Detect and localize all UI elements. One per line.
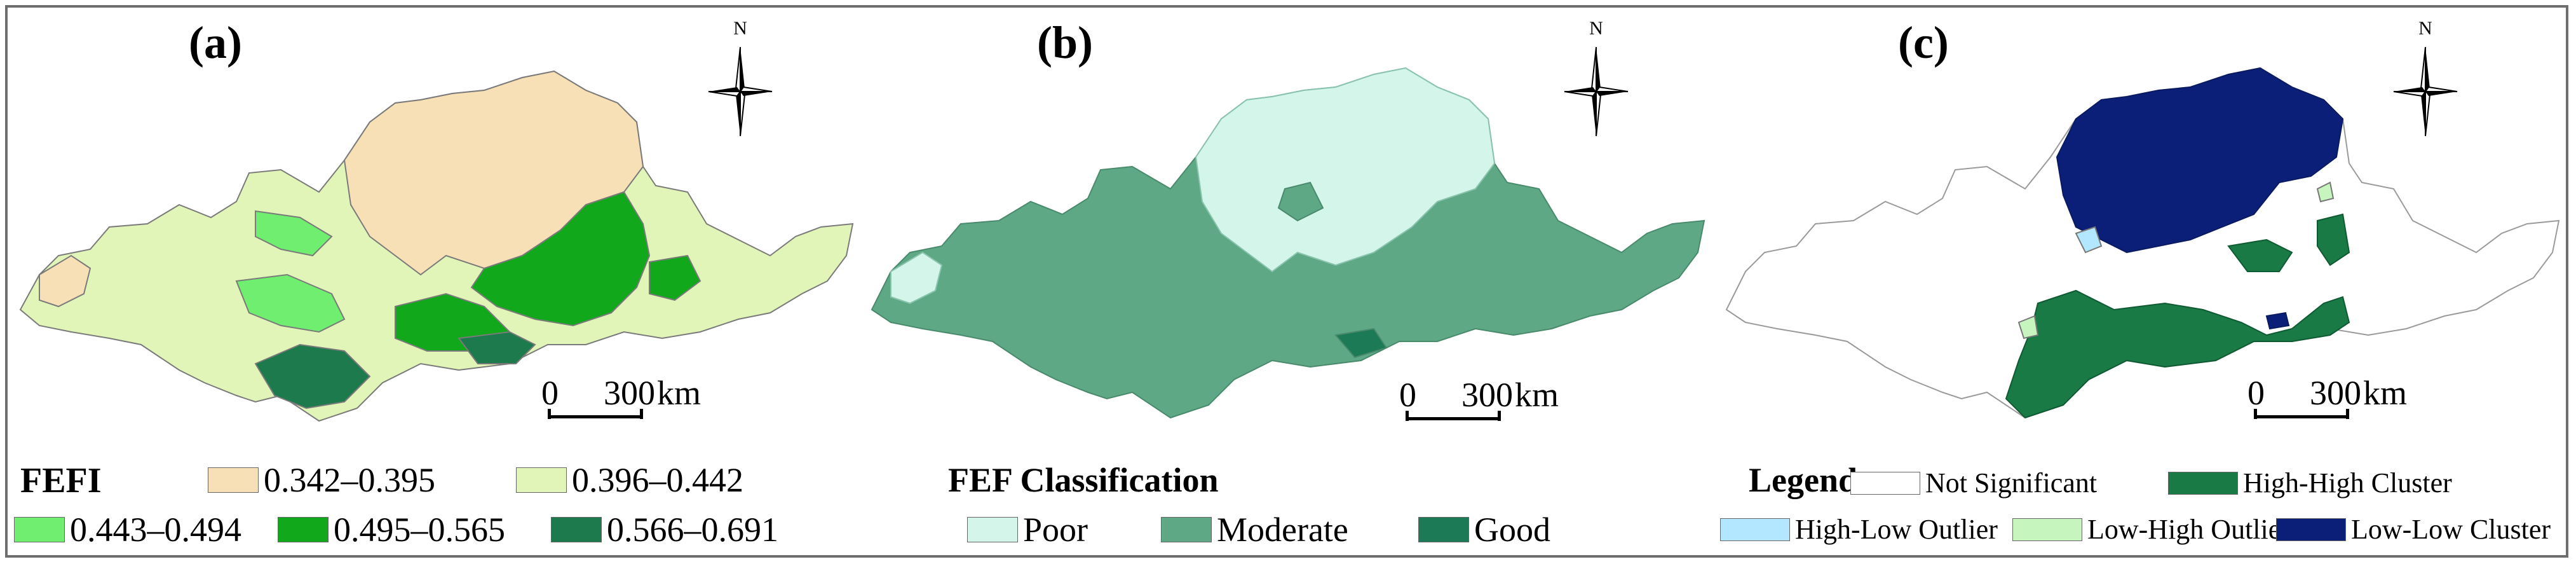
legend-swatch — [278, 517, 329, 542]
legend-item: Good — [1418, 510, 1550, 549]
scale-zero: 0 — [2247, 374, 2265, 412]
north-arrow-icon: N — [2390, 18, 2460, 142]
legend-item: Low-High Outlier — [2012, 513, 2290, 546]
panel-label-c: (c) — [1898, 17, 1949, 68]
legend-label: High-Low Outlier — [1795, 514, 1998, 545]
legend-swatch — [1720, 518, 1790, 541]
legend-label: High-High Cluster — [2243, 467, 2452, 499]
legend-swatch — [208, 467, 259, 493]
legend-item: Not Significant — [1850, 467, 2097, 499]
panel-c: (c) N 0 — [1717, 8, 2568, 555]
legend-title: Legend — [1749, 461, 1858, 499]
legend-swatch — [14, 517, 65, 542]
legend-item: Low-Low Cluster — [2276, 513, 2551, 546]
legend-item: High-High Cluster — [2168, 467, 2452, 499]
legend-swatch — [516, 467, 567, 493]
legend-swatch — [1418, 517, 1469, 542]
legend-item: Moderate — [1161, 510, 1348, 549]
legend-item: Poor — [967, 510, 1088, 549]
legend-label: Not Significant — [1925, 467, 2098, 499]
legend-label: 0.342–0.395 — [264, 461, 435, 499]
scale-unit: km — [1515, 376, 1559, 414]
north-arrow-icon: N — [1561, 18, 1631, 142]
legend-item: 0.495–0.565 — [278, 510, 505, 549]
legend-label: Low-High Outlier — [2087, 514, 2290, 545]
north-label: N — [1589, 18, 1603, 39]
scale-zero: 0 — [1399, 376, 1416, 414]
panel-a: (a) N — [8, 8, 862, 555]
legend-label: 0.443–0.494 — [70, 511, 241, 549]
legend-label: 0.495–0.565 — [334, 511, 505, 549]
legend-label: 0.566–0.691 — [607, 511, 778, 549]
fefi-map — [19, 70, 854, 422]
lisa-cluster-map — [1725, 67, 2560, 419]
legend-label: Moderate — [1217, 511, 1348, 549]
panel-label-a: (a) — [189, 17, 242, 68]
north-label: N — [2418, 18, 2432, 39]
scale-unit: km — [2363, 374, 2408, 412]
scale-distance: 300 — [1461, 376, 1513, 414]
fef-classification-map — [871, 67, 1705, 419]
figure-frame: (a) N — [5, 5, 2568, 558]
panel-label-b: (b) — [1037, 17, 1093, 68]
legend-label: Good — [1474, 511, 1550, 549]
legend-swatch — [551, 517, 602, 542]
north-label: N — [733, 18, 747, 39]
legend-swatch — [1161, 517, 1212, 542]
legend-label: Low-Low Cluster — [2351, 514, 2551, 545]
legend-item: 0.342–0.395 — [208, 460, 435, 500]
legend-swatch — [2276, 518, 2346, 541]
legend-item: 0.396–0.442 — [516, 460, 743, 500]
north-arrow-icon: N — [705, 18, 775, 142]
legend-item: High-Low Outlier — [1720, 513, 1998, 546]
legend-label: Poor — [1023, 511, 1088, 549]
scale-distance: 300 — [604, 374, 655, 412]
legend-swatch — [2168, 471, 2238, 495]
scale-zero: 0 — [541, 374, 559, 412]
legend-label: 0.396–0.442 — [572, 461, 743, 499]
legend-swatch — [1850, 471, 1920, 495]
legend-title: FEF Classification — [948, 461, 1219, 499]
legend-title: FEFI — [20, 461, 102, 500]
legend-item: 0.566–0.691 — [551, 510, 778, 549]
scale-distance: 300 — [2310, 374, 2361, 412]
scale-unit: km — [657, 374, 702, 412]
panel-b: (b) N 0 300 km — [862, 8, 1717, 555]
legend-item: 0.443–0.494 — [14, 510, 241, 549]
legend-swatch — [2012, 518, 2082, 541]
legend-swatch — [967, 517, 1018, 542]
